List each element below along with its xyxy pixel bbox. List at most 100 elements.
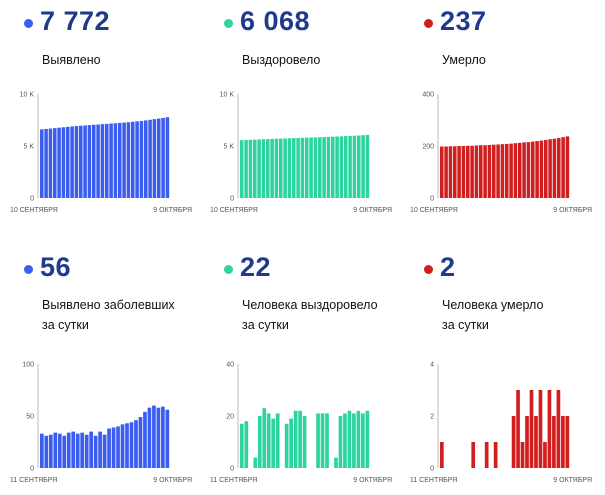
dot-marker xyxy=(224,19,233,28)
bar xyxy=(365,134,370,198)
bar xyxy=(347,410,352,468)
daily-recovered-chart: 0 20 40 11 СЕНТЯБРЯ 9 ОКТЯБРЯ xyxy=(210,362,392,485)
bar xyxy=(152,119,157,198)
bar xyxy=(543,442,547,468)
bar xyxy=(87,125,92,198)
bar xyxy=(89,431,93,468)
bar xyxy=(253,139,257,198)
bar xyxy=(275,413,280,468)
bar xyxy=(157,118,161,198)
x-start-label: 10 СЕНТЯБРЯ xyxy=(210,207,258,214)
bar xyxy=(356,410,361,468)
daily-deaths-label: Человека умерло за сутки xyxy=(442,298,544,332)
bar xyxy=(500,144,505,198)
bar xyxy=(116,426,120,468)
bar xyxy=(325,413,329,468)
bar xyxy=(361,413,365,468)
x-end-label: 9 ОКТЯБРЯ xyxy=(153,477,192,484)
bar xyxy=(83,125,87,198)
bar xyxy=(300,137,305,198)
recovered-chart: 0 5 K 10 K 10 СЕНТЯБРЯ 9 ОКТЯБРЯ xyxy=(210,92,392,215)
bar xyxy=(62,435,67,468)
identified-chart: 0 5 K 10 K 10 СЕНТЯБРЯ 9 ОКТЯБРЯ xyxy=(10,92,192,215)
y-tick-label: 0 xyxy=(430,466,434,473)
bar xyxy=(556,390,561,468)
bar xyxy=(74,126,79,198)
bar xyxy=(344,136,348,198)
deaths-label: Умерло xyxy=(442,53,486,67)
bar xyxy=(548,139,552,198)
panel-identified: 7 772 Выявлено 0 5 K 10 K 10 СЕНТЯБРЯ 9 ОКТЯ… xyxy=(0,0,200,225)
bar xyxy=(565,416,570,468)
bar xyxy=(493,442,498,468)
bar xyxy=(487,144,492,198)
bar xyxy=(61,127,66,198)
bar xyxy=(134,420,138,468)
bar xyxy=(552,138,557,198)
bar xyxy=(448,146,453,198)
y-tick-label: 5 K xyxy=(223,144,234,151)
daily-identified-chart: 0 50 100 11 СЕНТЯБРЯ 9 ОКТЯБРЯ xyxy=(10,362,192,485)
bar xyxy=(474,145,479,198)
bar xyxy=(148,119,152,198)
bar xyxy=(470,145,474,198)
x-end-label: 9 ОКТЯБРЯ xyxy=(353,207,392,214)
bar xyxy=(287,138,292,198)
x-start-label: 11 СЕНТЯБРЯ xyxy=(410,477,457,484)
bar xyxy=(338,416,343,468)
bar xyxy=(316,413,320,468)
y-tick-label: 5 K xyxy=(23,144,34,151)
bar xyxy=(326,136,331,198)
bar xyxy=(440,146,444,198)
bar xyxy=(248,139,253,198)
bar xyxy=(80,432,85,468)
daily-deaths-chart: 0 2 4 11 СЕНТЯБРЯ 9 ОКТЯБРЯ xyxy=(410,362,592,485)
bar xyxy=(257,139,261,198)
bar xyxy=(453,146,457,198)
bar xyxy=(322,137,326,198)
bar xyxy=(138,417,143,468)
y-tick-label: 400 xyxy=(422,92,434,99)
bar xyxy=(492,144,496,198)
bar xyxy=(66,432,71,468)
bar xyxy=(126,122,131,198)
bar xyxy=(129,422,134,468)
bar xyxy=(53,128,57,198)
bar xyxy=(144,120,148,198)
bar xyxy=(484,442,489,468)
bar xyxy=(525,416,529,468)
bar xyxy=(505,143,509,198)
bar xyxy=(292,138,296,198)
bar xyxy=(165,409,170,468)
bar xyxy=(125,423,129,468)
panel-deaths: 237 Умерло 0 200 400 10 СЕНТЯБРЯ 9 ОКТЯБРЯ xyxy=(400,0,605,225)
bar xyxy=(270,138,274,198)
dot-marker xyxy=(224,265,233,274)
bar xyxy=(152,405,156,468)
bar xyxy=(283,138,287,198)
daily-identified-value: 56 xyxy=(40,252,72,282)
bar xyxy=(135,121,139,198)
bar xyxy=(547,390,552,468)
bar xyxy=(279,138,283,198)
bar xyxy=(334,457,338,468)
bar xyxy=(147,407,152,468)
y-tick-label: 50 xyxy=(26,414,34,421)
bar xyxy=(516,390,520,468)
bar xyxy=(118,122,122,198)
bar xyxy=(96,124,100,198)
bar xyxy=(240,140,244,198)
y-tick-label: 0 xyxy=(30,196,34,203)
recovered-label: Выздоровело xyxy=(242,53,321,67)
x-end-label: 9 ОКТЯБРЯ xyxy=(353,477,392,484)
bar xyxy=(79,125,83,198)
dot-marker xyxy=(424,265,433,274)
y-tick-label: 0 xyxy=(30,466,34,473)
bar xyxy=(496,144,500,198)
bar xyxy=(165,117,170,198)
deaths-value: 237 xyxy=(440,6,487,36)
bar xyxy=(352,413,356,468)
bar xyxy=(240,423,244,468)
bar xyxy=(361,135,365,198)
bar xyxy=(538,390,543,468)
